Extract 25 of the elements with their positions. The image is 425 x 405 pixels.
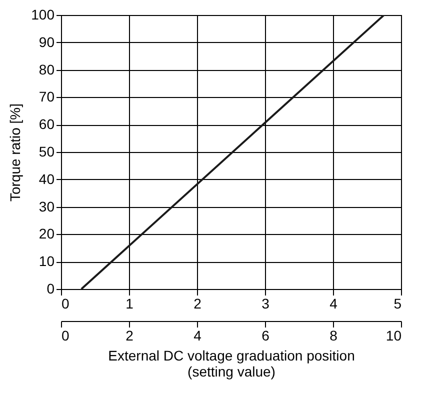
y-tick-label: 50	[38, 144, 55, 160]
x-tick-label: 2	[194, 296, 202, 312]
y-tick-label: 30	[38, 198, 55, 214]
x-tick-label: 4	[330, 296, 338, 312]
x2-tick-label: 2	[126, 328, 134, 344]
x2-tick-label: 4	[194, 328, 202, 344]
x2-tick-label: 8	[330, 328, 338, 344]
x-tick-label: 5	[394, 296, 402, 312]
x-tick-label: 1	[126, 296, 134, 312]
y-tick-label: 60	[38, 116, 55, 132]
x2-tick-label: 0	[62, 328, 70, 344]
y-tick-label: 80	[38, 61, 55, 78]
x-tick-label: 3	[262, 296, 270, 312]
y-tick-label: 90	[38, 34, 55, 50]
y-tick-label: 40	[38, 170, 55, 187]
y-tick-label: 0	[46, 280, 55, 296]
y-tick-label: 20	[38, 226, 55, 242]
x2-tick-label: 10	[386, 328, 402, 344]
x-tick-label: 0	[62, 296, 70, 312]
x2-tick-label: 6	[262, 328, 270, 344]
x-axis-title: External DC voltage graduation position (setting value)	[108, 348, 355, 380]
y-tick-label: 70	[38, 88, 55, 105]
y-tick-label: 100	[31, 6, 55, 22]
y-axis-title: Torque ratio [%]	[7, 103, 24, 202]
y-tick-label: 10	[38, 253, 55, 270]
